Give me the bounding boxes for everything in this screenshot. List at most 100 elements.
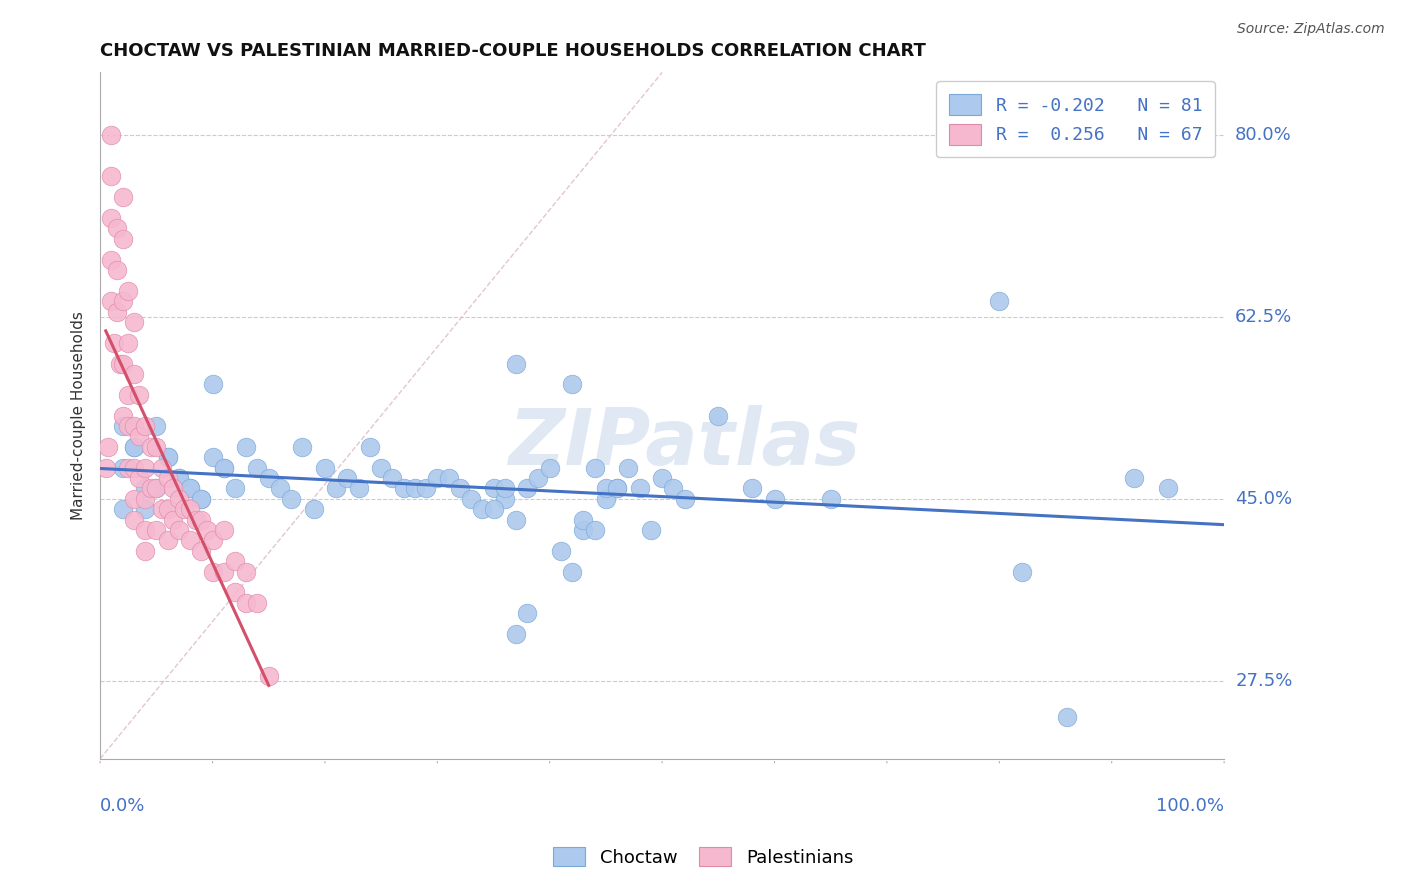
Point xyxy=(662,482,685,496)
Point xyxy=(257,471,280,485)
Point xyxy=(269,482,291,496)
Legend: R = -0.202   N = 81, R =  0.256   N = 67: R = -0.202 N = 81, R = 0.256 N = 67 xyxy=(936,81,1215,158)
Point xyxy=(162,482,184,496)
Point xyxy=(392,482,415,496)
Point xyxy=(280,491,302,506)
Point xyxy=(167,491,190,506)
Text: 0.0%: 0.0% xyxy=(100,797,145,814)
Point xyxy=(179,482,201,496)
Point xyxy=(201,533,224,548)
Point xyxy=(105,263,128,277)
Point xyxy=(246,596,269,610)
Point xyxy=(325,482,347,496)
Legend: Choctaw, Palestinians: Choctaw, Palestinians xyxy=(546,840,860,874)
Y-axis label: Married-couple Households: Married-couple Households xyxy=(72,311,86,520)
Point xyxy=(111,357,134,371)
Point xyxy=(1011,565,1033,579)
Point xyxy=(224,585,246,599)
Point xyxy=(162,513,184,527)
Point xyxy=(94,460,117,475)
Point xyxy=(128,429,150,443)
Point xyxy=(156,450,179,465)
Point xyxy=(302,502,325,516)
Point xyxy=(190,491,212,506)
Point xyxy=(404,482,426,496)
Point xyxy=(651,471,673,485)
Point xyxy=(190,543,212,558)
Point xyxy=(359,440,381,454)
Point xyxy=(156,502,179,516)
Point xyxy=(347,482,370,496)
Point xyxy=(606,482,628,496)
Point xyxy=(100,294,122,309)
Point xyxy=(111,409,134,423)
Point xyxy=(1056,710,1078,724)
Point xyxy=(482,502,505,516)
Text: CHOCTAW VS PALESTINIAN MARRIED-COUPLE HOUSEHOLDS CORRELATION CHART: CHOCTAW VS PALESTINIAN MARRIED-COUPLE HO… xyxy=(100,42,927,60)
Point xyxy=(190,513,212,527)
Point xyxy=(150,502,173,516)
Point xyxy=(100,169,122,184)
Point xyxy=(122,491,145,506)
Point xyxy=(145,482,167,496)
Point xyxy=(128,471,150,485)
Point xyxy=(156,450,179,465)
Point xyxy=(494,482,516,496)
Point xyxy=(117,388,139,402)
Point xyxy=(117,335,139,350)
Point xyxy=(111,460,134,475)
Point xyxy=(122,315,145,329)
Point xyxy=(179,502,201,516)
Point xyxy=(640,523,662,537)
Point xyxy=(201,565,224,579)
Point xyxy=(336,471,359,485)
Point xyxy=(1157,482,1180,496)
Point xyxy=(381,471,404,485)
Point xyxy=(97,440,120,454)
Point xyxy=(595,482,617,496)
Point xyxy=(482,482,505,496)
Point xyxy=(314,460,336,475)
Point xyxy=(224,482,246,496)
Point xyxy=(173,502,195,516)
Point xyxy=(139,440,162,454)
Point xyxy=(505,513,527,527)
Point xyxy=(111,419,134,434)
Point xyxy=(184,513,207,527)
Text: Source: ZipAtlas.com: Source: ZipAtlas.com xyxy=(1237,22,1385,37)
Point xyxy=(235,565,257,579)
Point xyxy=(122,513,145,527)
Point xyxy=(527,471,550,485)
Point xyxy=(201,377,224,392)
Point xyxy=(150,460,173,475)
Point xyxy=(505,627,527,641)
Point xyxy=(134,491,156,506)
Point xyxy=(179,533,201,548)
Text: 100.0%: 100.0% xyxy=(1156,797,1225,814)
Point xyxy=(201,450,224,465)
Point xyxy=(741,482,763,496)
Point xyxy=(572,513,595,527)
Point xyxy=(122,419,145,434)
Point xyxy=(235,440,257,454)
Point xyxy=(167,471,190,485)
Point xyxy=(471,502,494,516)
Point xyxy=(572,523,595,537)
Point xyxy=(134,502,156,516)
Point xyxy=(122,460,145,475)
Point xyxy=(583,460,606,475)
Point xyxy=(128,388,150,402)
Point xyxy=(167,523,190,537)
Point xyxy=(583,523,606,537)
Text: 80.0%: 80.0% xyxy=(1236,126,1292,144)
Point xyxy=(105,304,128,318)
Point xyxy=(139,482,162,496)
Point xyxy=(494,491,516,506)
Point xyxy=(111,190,134,204)
Point xyxy=(110,357,132,371)
Point xyxy=(145,482,167,496)
Point xyxy=(246,460,269,475)
Point xyxy=(111,232,134,246)
Point xyxy=(103,335,125,350)
Point xyxy=(145,523,167,537)
